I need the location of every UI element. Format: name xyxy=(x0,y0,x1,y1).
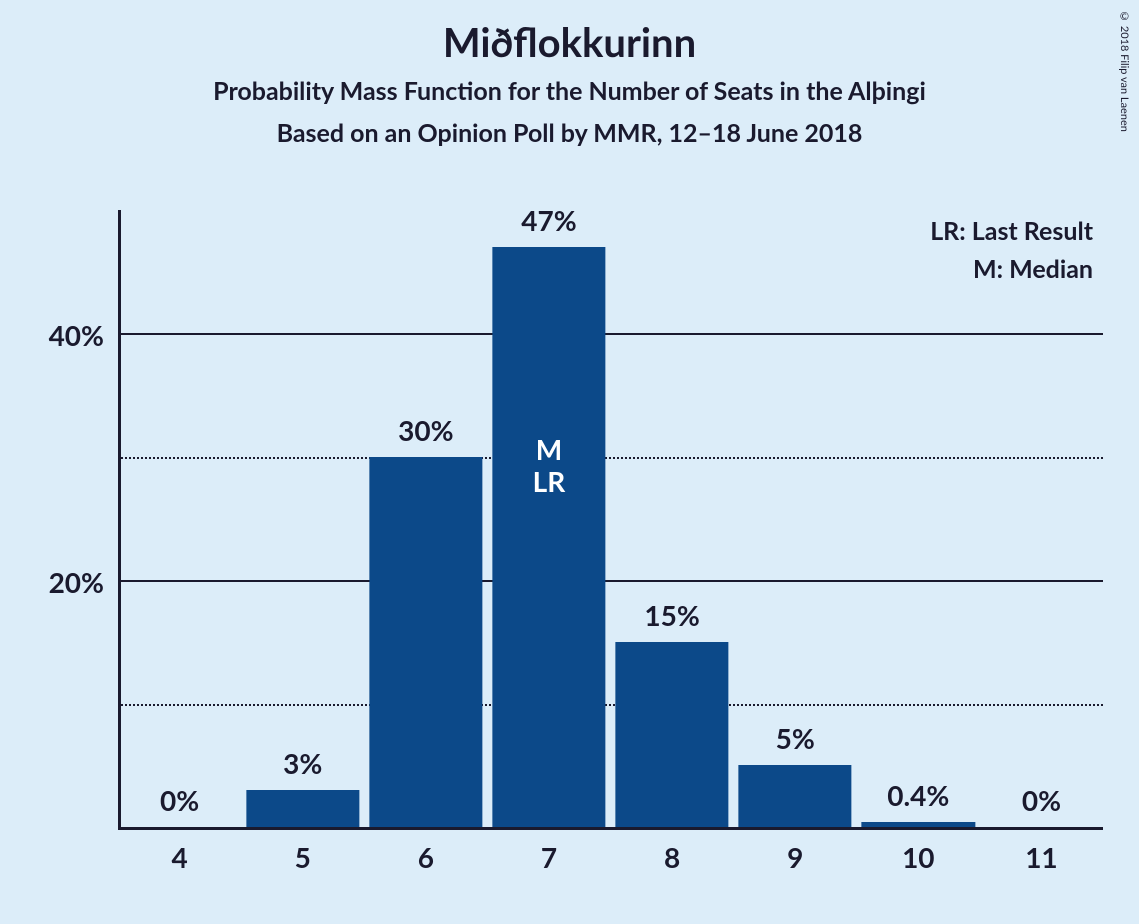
last-result-marker: LR xyxy=(533,465,566,497)
chart-container: Miðflokkurinn Probability Mass Function … xyxy=(0,0,1139,924)
bar-value-label: 0% xyxy=(1022,783,1061,817)
x-axis-line xyxy=(118,827,1103,830)
bar-value-label: 0% xyxy=(160,783,199,817)
chart-title: Miðflokkurinn xyxy=(0,0,1139,66)
bar: 47%MLR xyxy=(492,247,605,827)
bar-value-label: 30% xyxy=(398,413,453,447)
x-tick-label: 8 xyxy=(664,840,680,874)
x-tick-label: 4 xyxy=(171,840,187,874)
bar-value-label: 3% xyxy=(283,746,322,780)
bar-value-label: 47% xyxy=(521,203,576,237)
bar-slot: 15% xyxy=(611,210,734,827)
bar-value-label: 5% xyxy=(776,721,815,755)
bar-value-label: 15% xyxy=(644,598,699,632)
bar-annotation: MLR xyxy=(533,433,566,497)
x-tick-label: 5 xyxy=(295,840,311,874)
bar-value-label: 0.4% xyxy=(887,778,949,812)
bar-slot: 0% xyxy=(980,210,1103,827)
x-tick-label: 9 xyxy=(787,840,803,874)
bar-slot: 47%MLR xyxy=(487,210,610,827)
bar: 15% xyxy=(615,642,728,827)
bars-group: 0%3%30%47%MLR15%5%0.4%0% xyxy=(118,210,1103,827)
x-tick-label: 10 xyxy=(902,840,934,874)
bar: 30% xyxy=(369,457,482,827)
y-tick-label: 40% xyxy=(49,318,104,352)
chart-subtitle-2: Based on an Opinion Poll by MMR, 12–18 J… xyxy=(0,118,1139,148)
y-tick-label: 20% xyxy=(49,565,104,599)
bar: 5% xyxy=(739,765,852,827)
median-marker: M xyxy=(533,433,566,465)
copyright-text: © 2018 Filip van Laenen xyxy=(1118,10,1131,132)
bar-slot: 5% xyxy=(734,210,857,827)
x-tick-label: 7 xyxy=(541,840,557,874)
bar-slot: 30% xyxy=(364,210,487,827)
bar-slot: 3% xyxy=(241,210,364,827)
x-tick-label: 11 xyxy=(1025,840,1057,874)
x-tick-label: 6 xyxy=(418,840,434,874)
chart-subtitle-1: Probability Mass Function for the Number… xyxy=(0,76,1139,106)
bar: 0.4% xyxy=(862,822,975,827)
plot-area: 20%40% LR: Last Result M: Median 0%3%30%… xyxy=(118,210,1103,830)
bar: 3% xyxy=(246,790,359,827)
bar-slot: 0% xyxy=(118,210,241,827)
bar-slot: 0.4% xyxy=(857,210,980,827)
